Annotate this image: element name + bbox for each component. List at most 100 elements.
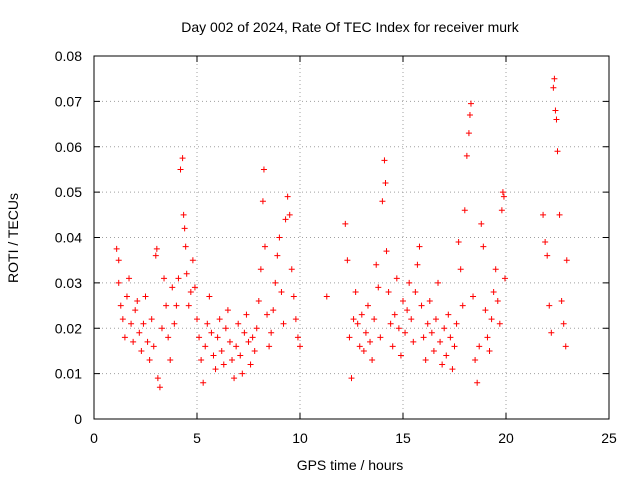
- data-point: [466, 111, 473, 118]
- data-point: [123, 293, 130, 300]
- y-tick-label: 0.03: [55, 275, 82, 291]
- data-point: [447, 334, 454, 341]
- data-point: [274, 252, 281, 259]
- x-tick-label: 10: [292, 430, 308, 446]
- data-point: [484, 334, 491, 341]
- data-point: [253, 325, 260, 332]
- data-point: [144, 338, 151, 345]
- data-point: [119, 316, 126, 323]
- data-point: [264, 311, 271, 318]
- data-point: [385, 288, 392, 295]
- data-point: [553, 116, 560, 123]
- data-point: [222, 325, 229, 332]
- data-point: [121, 334, 128, 341]
- data-point: [282, 216, 289, 223]
- data-point: [231, 375, 238, 382]
- data-point: [216, 316, 223, 323]
- data-point: [297, 343, 303, 350]
- data-point: [544, 252, 551, 259]
- data-point: [268, 329, 275, 336]
- y-tick-label: 0: [74, 411, 82, 427]
- x-tick-label: 5: [193, 430, 201, 446]
- data-point: [229, 357, 236, 364]
- data-point: [165, 334, 172, 341]
- data-point: [233, 343, 240, 350]
- data-point: [115, 257, 122, 264]
- data-point: [142, 293, 149, 300]
- data-point: [194, 316, 200, 323]
- data-point: [260, 166, 267, 173]
- data-point: [472, 357, 479, 364]
- data-point: [202, 343, 209, 350]
- data-point: [180, 211, 187, 218]
- plot-frame: [93, 55, 610, 420]
- data-point: [175, 275, 182, 282]
- data-point: [128, 320, 135, 327]
- data-point: [443, 352, 450, 359]
- data-point: [249, 334, 256, 341]
- data-point: [247, 361, 254, 368]
- data-point: [206, 293, 213, 300]
- data-point: [367, 338, 374, 345]
- data-point: [428, 329, 435, 336]
- data-point: [406, 279, 413, 286]
- data-point: [278, 288, 285, 295]
- data-point: [548, 329, 555, 336]
- data-point: [198, 357, 205, 364]
- data-point: [354, 320, 361, 327]
- data-point: [474, 379, 481, 386]
- data-point: [266, 343, 273, 350]
- axis-ticks: [93, 55, 610, 420]
- data-point: [486, 347, 493, 354]
- data-point: [323, 293, 330, 300]
- data-point: [292, 316, 299, 323]
- y-tick-label: 0.02: [55, 320, 82, 336]
- x-tick-label: 25: [601, 430, 617, 446]
- data-point: [404, 307, 411, 314]
- y-tick-label: 0.08: [55, 48, 82, 64]
- data-point: [136, 329, 143, 336]
- data-point: [381, 157, 388, 164]
- data-point: [470, 293, 477, 300]
- y-tick-label: 0.07: [55, 93, 82, 109]
- data-point: [391, 311, 398, 318]
- data-point: [126, 275, 133, 282]
- data-point: [189, 257, 196, 264]
- data-point: [498, 207, 505, 214]
- data-point: [480, 243, 487, 250]
- data-point: [371, 316, 378, 323]
- data-point: [563, 257, 570, 264]
- data-point: [290, 293, 297, 300]
- data-point: [158, 325, 165, 332]
- y-tick-label: 0.01: [55, 366, 82, 382]
- data-point: [259, 198, 266, 205]
- data-point: [410, 338, 417, 345]
- data-point: [552, 107, 559, 114]
- data-point: [560, 320, 567, 327]
- data-point: [499, 189, 506, 196]
- data-point: [261, 243, 268, 250]
- data-point: [218, 347, 225, 354]
- data-point: [369, 357, 376, 364]
- data-point: [465, 130, 472, 137]
- data-point: [397, 352, 404, 359]
- data-point: [181, 225, 188, 232]
- data-point: [163, 302, 170, 309]
- data-point: [439, 361, 446, 368]
- data-point: [237, 352, 244, 359]
- data-point: [412, 288, 419, 295]
- data-point: [435, 279, 442, 286]
- data-point: [500, 193, 507, 200]
- data-point: [494, 298, 501, 305]
- data-point: [550, 84, 557, 91]
- data-point: [375, 284, 382, 291]
- data-point: [161, 275, 168, 282]
- data-point: [488, 316, 495, 323]
- data-point: [542, 239, 549, 246]
- data-point: [154, 375, 161, 382]
- data-points: [113, 75, 570, 391]
- data-point: [546, 302, 553, 309]
- data-point: [377, 334, 384, 341]
- data-point: [272, 279, 279, 286]
- data-point: [558, 298, 565, 305]
